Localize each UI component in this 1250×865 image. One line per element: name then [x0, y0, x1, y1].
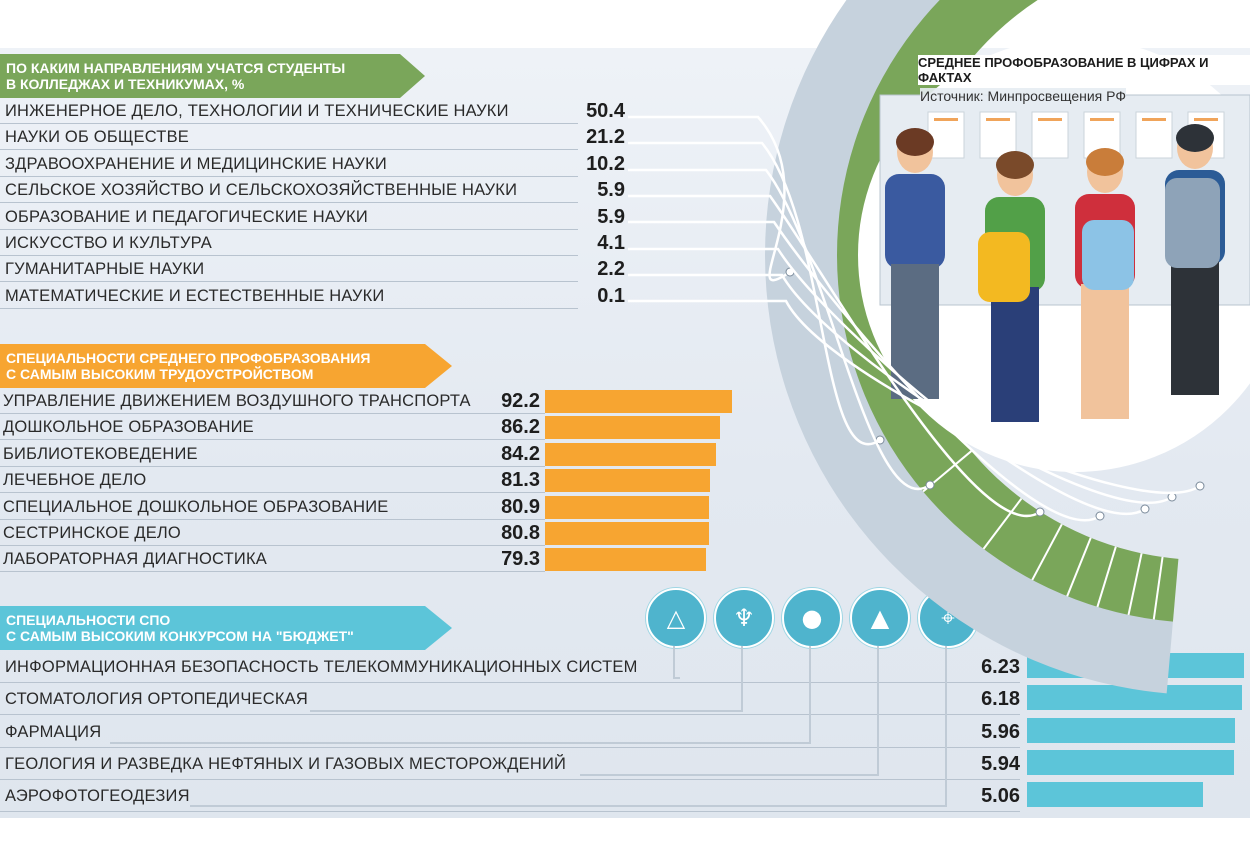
laser-prism-icon: [646, 588, 706, 648]
row-divider: [0, 202, 578, 204]
row-divider: [0, 307, 578, 309]
direction-value: 5.9: [597, 205, 625, 228]
employment-bar: [545, 390, 732, 413]
row-divider: [0, 492, 545, 494]
section-directions-title-line1: ПО КАКИМ НАПРАВЛЕНИЯМ УЧАТСЯ СТУДЕНТЫ: [6, 60, 346, 76]
employment-value: 79.3: [501, 548, 540, 571]
competition-value: 5.96: [981, 720, 1020, 743]
row-divider: [0, 571, 545, 573]
row-divider: [0, 413, 545, 414]
competition-value: 6.23: [981, 656, 1020, 678]
section-competition-title-line1: СПЕЦИАЛЬНОСТИ СПО: [6, 612, 171, 628]
direction-value: 21.2: [586, 126, 625, 149]
section-directions-title-line2: В КОЛЛЕДЖАХ И ТЕХНИКУМАХ, %: [6, 76, 245, 92]
page-title: СРЕДНЕЕ ПРОФОБРАЗОВАНИЕ В ЦИФРАХ И ФАКТА…: [918, 55, 1250, 85]
row-divider: [0, 682, 1020, 683]
employment-value: 80.8: [501, 522, 540, 544]
employment-label: УПРАВЛЕНИЕ ДВИЖЕНИЕМ ВОЗДУШНОГО ТРАНСПОР…: [3, 392, 471, 410]
competition-label: ГЕОЛОГИЯ И РАЗВЕДКА НЕФТЯНЫХ И ГАЗОВЫХ М…: [5, 754, 567, 773]
section-employment-title-line2: С САМЫМ ВЫСОКИМ ТРУДОУСТРОЙСТВОМ: [6, 366, 314, 382]
row-divider: [0, 465, 545, 467]
employment-value: 80.9: [501, 495, 540, 518]
direction-value: 10.2: [586, 152, 625, 175]
direction-label: МАТЕМАТИЧЕСКИЕ И ЕСТЕСТВЕННЫЕ НАУКИ: [5, 286, 385, 305]
competition-bar: [1027, 717, 1235, 743]
employment-value: 81.3: [501, 469, 540, 492]
section-competition-title: СПЕЦИАЛЬНОСТИ СПО С САМЫМ ВЫСОКИМ КОНКУР…: [0, 606, 452, 650]
competition-label: СТОМАТОЛОГИЯ ОРТОПЕДИЧЕСКАЯ: [5, 690, 308, 709]
direction-label: ИСКУССТВО И КУЛЬТУРА: [5, 234, 212, 252]
source-note: Источник: Минпросвещения РФ: [920, 88, 1126, 104]
employment-label: ЛЕЧЕБНОЕ ДЕЛО: [3, 471, 147, 490]
direction-label: ОБРАЗОВАНИЕ И ПЕДАГОГИЧЕСКИЕ НАУКИ: [5, 207, 368, 226]
row-divider: [0, 228, 578, 230]
employment-bar: [545, 495, 710, 519]
row-divider: [0, 545, 545, 546]
direction-label: ИНЖЕНЕРНОЕ ДЕЛО, ТЕХНОЛОГИИ И ТЕХНИЧЕСКИ…: [5, 102, 509, 120]
row-divider: [0, 778, 1020, 780]
direction-label: СЕЛЬСКОЕ ХОЗЯЙСТВО И СЕЛЬСКОХОЗЯЙСТВЕННЫ…: [5, 181, 518, 200]
employment-label: БИБЛИОТЕКОВЕДЕНИЕ: [3, 444, 198, 463]
employment-value: 92.2: [501, 390, 540, 412]
employment-bar: [545, 442, 716, 466]
row-divider: [0, 149, 578, 151]
direction-value: 50.4: [586, 100, 625, 122]
employment-bar: [545, 416, 720, 440]
competition-label: ФАРМАЦИЯ: [5, 722, 102, 741]
direction-value: 5.9: [597, 179, 625, 202]
map-pin-icon: [918, 588, 978, 648]
employment-label: СЕСТРИНСКОЕ ДЕЛО: [3, 524, 181, 542]
row-divider: [0, 518, 545, 520]
employment-value: 86.2: [501, 416, 540, 439]
section-employment-title: СПЕЦИАЛЬНОСТИ СРЕДНЕГО ПРОФОБРАЗОВАНИЯ С…: [0, 344, 452, 388]
direction-value: 2.2: [597, 258, 625, 281]
row-divider: [0, 811, 1020, 813]
employment-bar: [545, 548, 706, 572]
row-divider: [0, 746, 1020, 748]
direction-label: ЗДРАВООХРАНЕНИЕ И МЕДИЦИНСКИЕ НАУКИ: [5, 154, 387, 173]
competition-bar: [1027, 782, 1204, 808]
row-divider: [0, 175, 578, 177]
direction-value: 4.1: [597, 232, 625, 254]
section-employment-title-line1: СПЕЦИАЛЬНОСТИ СРЕДНЕГО ПРОФОБРАЗОВАНИЯ: [6, 350, 371, 366]
employment-label: ДОШКОЛЬНОЕ ОБРАЗОВАНИЕ: [3, 418, 254, 437]
employment-label: СПЕЦИАЛЬНОЕ ДОШКОЛЬНОЕ ОБРАЗОВАНИЕ: [3, 497, 389, 516]
competition-value: 5.94: [981, 752, 1020, 775]
geology-layers-icon: [850, 588, 910, 648]
competition-value: 6.18: [981, 688, 1020, 711]
competition-value: 5.06: [981, 785, 1020, 808]
direction-value: 0.1: [597, 284, 625, 307]
section-competition-title-line2: С САМЫМ ВЫСОКИМ КОНКУРСОМ НА "БЮДЖЕТ": [6, 628, 354, 644]
row-divider: [0, 123, 578, 124]
competition-label: ИНФОРМАЦИОННАЯ БЕЗОПАСНОСТЬ ТЕЛЕКОММУНИК…: [5, 658, 638, 676]
dental-implant-icon: [714, 588, 774, 648]
row-divider: [0, 281, 578, 283]
competition-label: АЭРОФОТОГЕОДЕЗИЯ: [5, 787, 190, 806]
row-divider: [0, 439, 545, 441]
competition-bar: [1027, 749, 1234, 775]
employment-value: 84.2: [501, 442, 540, 465]
competition-bar: [1027, 653, 1244, 678]
direction-label: НАУКИ ОБ ОБЩЕСТВЕ: [5, 128, 189, 147]
employment-bar: [545, 522, 709, 545]
section-directions-title: ПО КАКИМ НАПРАВЛЕНИЯМ УЧАТСЯ СТУДЕНТЫ В …: [0, 54, 425, 98]
pills-icon: [782, 588, 842, 648]
direction-label: ГУМАНИТАРНЫЕ НАУКИ: [5, 260, 205, 279]
row-divider: [0, 255, 578, 256]
competition-bar: [1027, 685, 1243, 711]
row-divider: [0, 714, 1020, 716]
employment-bar: [545, 469, 710, 493]
employment-label: ЛАБОРАТОРНАЯ ДИАГНОСТИКА: [3, 550, 267, 569]
